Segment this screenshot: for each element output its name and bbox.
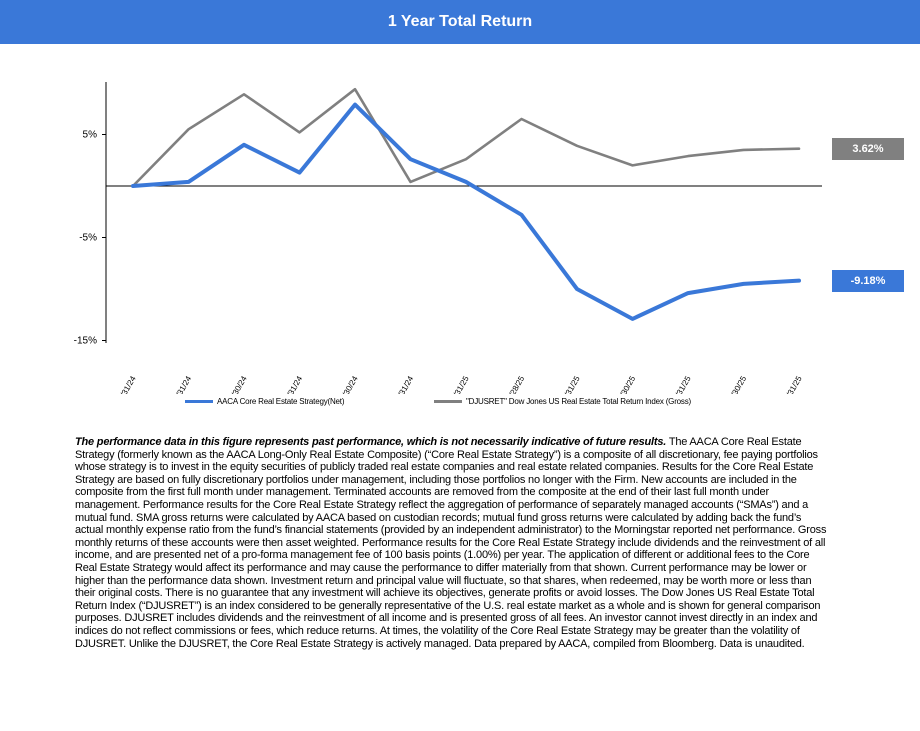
series-line-net xyxy=(131,102,801,321)
x-tick-label-6: 1/31/25 xyxy=(450,374,471,394)
net-end-label: -9.18% xyxy=(832,269,904,292)
legend-swatch-index xyxy=(434,400,462,403)
x-tick-label-8: 3/31/25 xyxy=(561,374,582,394)
chart-legend: AACA Core Real Estate Strategy(Net) "DJU… xyxy=(0,397,920,411)
disclaimer-body: The AACA Core Real Estate Strategy (form… xyxy=(75,436,827,650)
chart-header: 1 Year Total Return xyxy=(0,0,920,44)
x-tick-label-5: 12/31/24 xyxy=(392,374,416,394)
performance-disclaimer: The performance data in this figure repr… xyxy=(75,436,829,650)
x-tick-label-4: 11/30/24 xyxy=(337,374,360,394)
series-line-index xyxy=(131,87,801,188)
x-tick-label-11: 6/30/25 xyxy=(727,374,748,394)
line-chart: 5% -5% -15% 7/31/24 8/31/24 9/30/24 10/31/24 11… xyxy=(74,82,822,394)
index-end-label: 3.62% xyxy=(832,137,904,160)
legend-item-net: AACA Core Real Estate Strategy(Net) xyxy=(185,397,344,406)
y-tick-label-2: -15% xyxy=(74,336,97,347)
x-tick-label-10: 5/31/25 xyxy=(672,374,693,394)
disclaimer-lead: The performance data in this figure repr… xyxy=(75,436,667,448)
x-tick-label-1: 8/31/24 xyxy=(172,374,193,394)
legend-swatch-net xyxy=(185,400,213,403)
y-tick-label-1: -5% xyxy=(79,233,97,244)
x-tick-label-12: 7/31/25 xyxy=(783,374,804,394)
x-tick-label-7: 2/28/25 xyxy=(505,374,526,394)
x-tick-label-9: 4/30/25 xyxy=(616,374,637,394)
chart-title: 1 Year Total Return xyxy=(387,13,533,30)
y-tick-label-0: 5% xyxy=(83,130,98,141)
x-tick-label-3: 10/31/24 xyxy=(281,374,305,394)
legend-label-index: "DJUSRET" Dow Jones US Real Estate Total… xyxy=(466,397,691,406)
x-tick-label-2: 9/30/24 xyxy=(228,374,249,394)
legend-label-net: AACA Core Real Estate Strategy(Net) xyxy=(217,397,345,406)
legend-item-index: "DJUSRET" Dow Jones US Real Estate Total… xyxy=(434,397,691,406)
x-tick-label-0: 7/31/24 xyxy=(117,374,138,394)
